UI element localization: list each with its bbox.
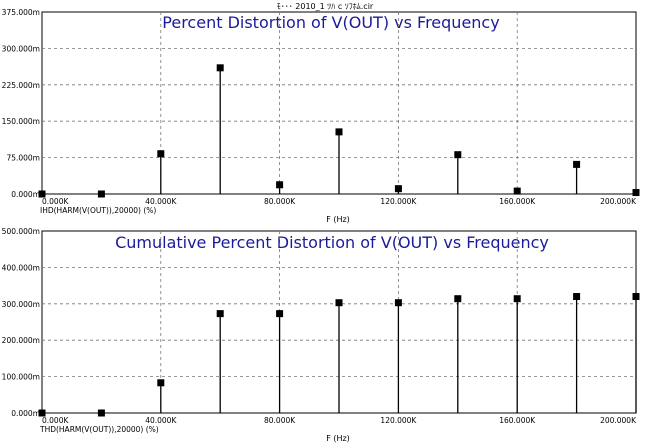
- y-tick-label: 0.000m: [11, 409, 40, 418]
- plot-area[interactable]: 0.000m 75.000m 150.000m 225.000m 300.000m 375…: [2, 8, 640, 206]
- y-tick-label: 225.000m: [2, 81, 40, 90]
- y-tick-label: 300.000m: [2, 300, 40, 309]
- x-tick-label: 80.000K: [264, 197, 296, 206]
- trace-label: THD(HARM(V(OUT)),20000) (%): [39, 425, 159, 434]
- x-axis-label: F (Hz): [326, 434, 350, 443]
- y-tick-label: 500.000m: [2, 227, 40, 236]
- x-tick-label: 160.000K: [499, 416, 536, 425]
- y-tick-label: 200.000m: [2, 336, 40, 345]
- data-point[interactable]: [276, 181, 284, 189]
- plot-title: Cumulative Percent Distortion of V(OUT) …: [115, 233, 549, 252]
- data-point[interactable]: [335, 128, 343, 136]
- data-point[interactable]: [513, 295, 521, 303]
- x-tick-label: 40.000K: [145, 197, 177, 206]
- data-point[interactable]: [216, 310, 224, 318]
- data-point[interactable]: [513, 187, 521, 195]
- data-point[interactable]: [97, 190, 105, 198]
- data-point[interactable]: [573, 293, 581, 301]
- data-point[interactable]: [276, 310, 284, 318]
- data-point[interactable]: [573, 160, 581, 168]
- data-point[interactable]: [157, 150, 165, 158]
- y-tick-label: 0.000m: [11, 190, 40, 199]
- plot-area[interactable]: 0.000m 100.000m 200.000m 300.000m 400.000m 50…: [2, 227, 640, 425]
- x-tick-label: 120.000K: [380, 416, 417, 425]
- y-tick-label: 100.000m: [2, 373, 40, 382]
- data-point[interactable]: [394, 185, 402, 193]
- data-point[interactable]: [157, 379, 165, 387]
- x-tick-label: 160.000K: [499, 197, 536, 206]
- x-tick-label: 40.000K: [145, 416, 177, 425]
- data-point[interactable]: [632, 189, 640, 197]
- x-tick-label: 200.000K: [600, 197, 637, 206]
- y-tick-label: 400.000m: [2, 263, 40, 272]
- data-point[interactable]: [97, 409, 105, 417]
- x-tick-label: 120.000K: [380, 197, 417, 206]
- window-header: ﾓ･･･ 2010_1 ﾂﾊ c ｿﾌﾎﾑ.cir: [277, 2, 374, 11]
- data-point[interactable]: [38, 190, 46, 198]
- data-point[interactable]: [632, 293, 640, 301]
- plot-percent-distortion: Percent Distortion of V(OUT) vs Frequenc…: [2, 8, 640, 224]
- data-point[interactable]: [38, 409, 46, 417]
- x-tick-label: 200.000K: [600, 416, 637, 425]
- data-point[interactable]: [335, 299, 343, 307]
- y-tick-label: 300.000m: [2, 44, 40, 53]
- data-point[interactable]: [454, 295, 462, 303]
- data-point[interactable]: [454, 151, 462, 159]
- y-tick-label: 375.000m: [2, 8, 40, 17]
- plot-cumulative-distortion: Cumulative Percent Distortion of V(OUT) …: [2, 227, 640, 443]
- trace-label: IHD(HARM(V(OUT)),20000) (%): [40, 206, 156, 215]
- x-tick-label: 0.000K: [42, 197, 69, 206]
- x-tick-label: 0.000K: [42, 416, 69, 425]
- x-axis-label: F (Hz): [326, 215, 350, 224]
- data-point[interactable]: [216, 64, 224, 72]
- y-tick-label: 150.000m: [2, 117, 40, 126]
- plot-title: Percent Distortion of V(OUT) vs Frequenc…: [162, 13, 499, 32]
- x-tick-label: 80.000K: [264, 416, 296, 425]
- y-tick-label: 75.000m: [6, 154, 40, 163]
- data-point[interactable]: [394, 299, 402, 307]
